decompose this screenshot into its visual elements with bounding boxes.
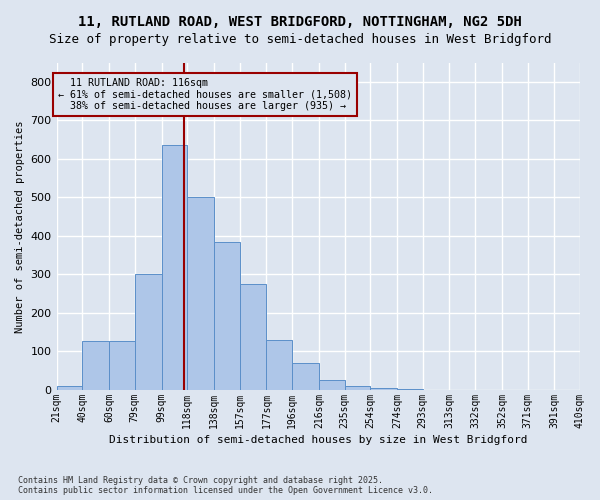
- Bar: [266, 340, 292, 390]
- Text: Size of property relative to semi-detached houses in West Bridgford: Size of property relative to semi-detach…: [49, 32, 551, 46]
- Bar: [344, 386, 370, 390]
- Bar: [239, 284, 266, 390]
- Bar: [319, 380, 344, 390]
- Bar: [109, 341, 134, 390]
- X-axis label: Distribution of semi-detached houses by size in West Bridgford: Distribution of semi-detached houses by …: [109, 435, 527, 445]
- Bar: [187, 198, 214, 390]
- Y-axis label: Number of semi-detached properties: Number of semi-detached properties: [15, 120, 25, 332]
- Bar: [134, 274, 161, 390]
- Bar: [82, 341, 109, 390]
- Text: 11 RUTLAND ROAD: 116sqm
← 61% of semi-detached houses are smaller (1,508)
  38% : 11 RUTLAND ROAD: 116sqm ← 61% of semi-de…: [58, 78, 352, 111]
- Bar: [161, 146, 187, 390]
- Bar: [292, 363, 319, 390]
- Text: Contains HM Land Registry data © Crown copyright and database right 2025.
Contai: Contains HM Land Registry data © Crown c…: [18, 476, 433, 495]
- Text: 11, RUTLAND ROAD, WEST BRIDGFORD, NOTTINGHAM, NG2 5DH: 11, RUTLAND ROAD, WEST BRIDGFORD, NOTTIN…: [78, 15, 522, 29]
- Bar: [56, 386, 82, 390]
- Bar: [370, 388, 397, 390]
- Bar: [214, 242, 239, 390]
